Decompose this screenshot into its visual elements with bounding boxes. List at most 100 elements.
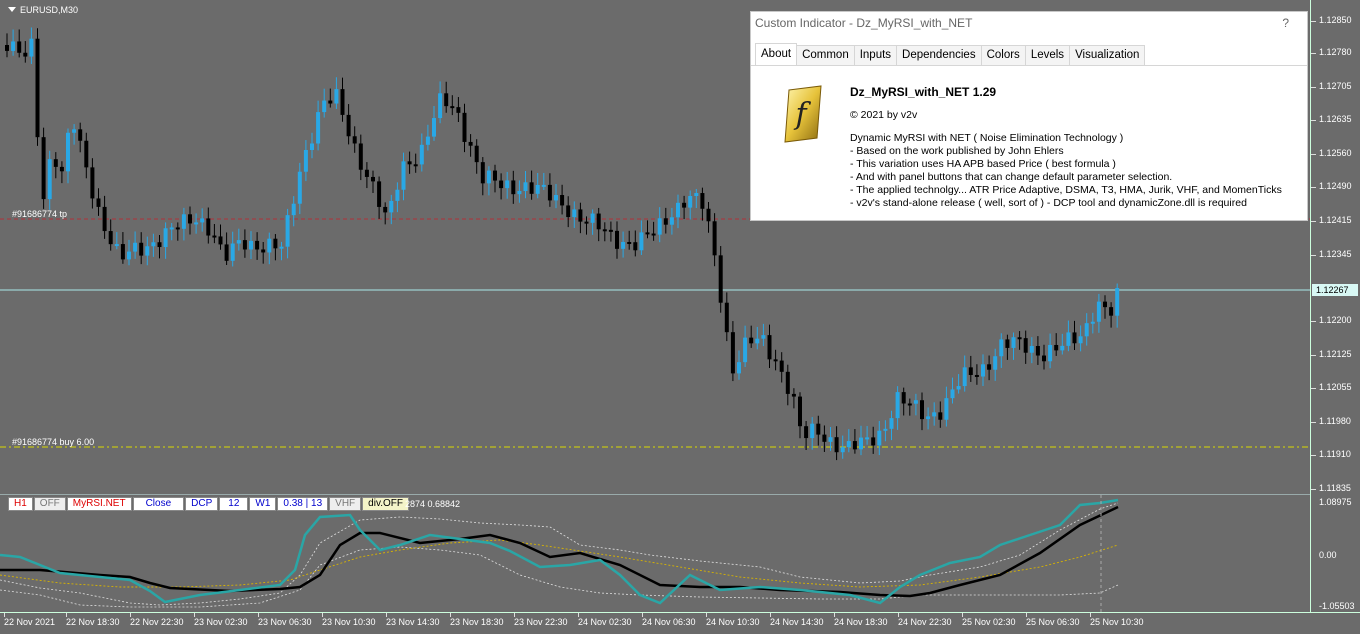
candle-body bbox=[645, 232, 650, 235]
candle-body bbox=[1023, 338, 1028, 353]
price-tick-label: 1.11835 bbox=[1319, 483, 1351, 493]
price-button[interactable]: Close bbox=[132, 497, 185, 511]
candle-body bbox=[151, 242, 156, 247]
candle-body bbox=[17, 41, 22, 53]
tab-dependencies[interactable]: Dependencies bbox=[896, 45, 982, 66]
candle-body bbox=[297, 171, 302, 204]
candle-body bbox=[212, 235, 217, 238]
dialog-title: Custom Indicator - Dz_MyRSI_with_NET bbox=[751, 12, 1307, 34]
candle-body bbox=[1011, 337, 1016, 348]
time-label: 23 Nov 02:30 bbox=[194, 617, 248, 627]
time-tick bbox=[514, 613, 515, 617]
candle-body bbox=[615, 230, 619, 249]
time-label: 23 Nov 06:30 bbox=[258, 617, 312, 627]
candle-body bbox=[932, 412, 937, 417]
candle-body bbox=[96, 198, 101, 207]
price-scale[interactable]: 1.12850 1.12780 1.12705 1.12635 1.12560 1.124… bbox=[1310, 0, 1360, 612]
candle-body bbox=[956, 386, 961, 390]
candle-body bbox=[66, 132, 70, 172]
signal-line bbox=[0, 539, 1119, 588]
time-label: 24 Nov 14:30 bbox=[770, 617, 824, 627]
candle-body bbox=[950, 389, 955, 399]
tab-colors[interactable]: Colors bbox=[980, 45, 1026, 66]
candle-body bbox=[663, 218, 668, 225]
price-tick-label: 1.12490 bbox=[1319, 181, 1352, 191]
candle-body bbox=[1035, 345, 1040, 356]
off-button[interactable]: OFF bbox=[33, 497, 66, 511]
candle-body bbox=[364, 169, 369, 177]
candle-body bbox=[834, 437, 839, 453]
period-button[interactable]: 12 bbox=[219, 497, 249, 511]
candle-body bbox=[1115, 288, 1120, 316]
indicator-subwindow[interactable] bbox=[0, 494, 1310, 613]
price-tick bbox=[1311, 120, 1316, 121]
candle-body bbox=[493, 170, 497, 181]
time-label: 24 Nov 10:30 bbox=[706, 617, 760, 627]
candle-body bbox=[90, 167, 95, 199]
candle-body bbox=[578, 209, 583, 222]
time-tick bbox=[258, 613, 259, 617]
candle-body bbox=[584, 221, 589, 224]
candle-body bbox=[895, 392, 900, 419]
indicator-name-button[interactable]: MyRSI.NET bbox=[66, 497, 132, 511]
candle-body bbox=[1005, 339, 1010, 348]
candle-body bbox=[810, 423, 815, 439]
timeframe-button[interactable]: H1 bbox=[8, 497, 33, 511]
time-axis: 22 Nov 2021 22 Nov 18:30 22 Nov 22:30 23 No… bbox=[0, 612, 1360, 634]
time-tick bbox=[706, 613, 707, 617]
candle-body bbox=[383, 206, 388, 213]
candle-body bbox=[639, 232, 644, 251]
candle-body bbox=[737, 362, 741, 374]
candle-body bbox=[913, 400, 918, 404]
candle-body bbox=[535, 184, 540, 194]
upper-band-line bbox=[0, 502, 1119, 606]
candle-body bbox=[968, 367, 973, 375]
candle-body bbox=[425, 136, 430, 145]
candle-body bbox=[877, 430, 882, 446]
candle-body bbox=[47, 159, 52, 200]
tab-common[interactable]: Common bbox=[796, 45, 855, 66]
candle-body bbox=[798, 396, 802, 427]
indicator-description: Dynamic MyRSI with NET ( Noise Eliminati… bbox=[850, 132, 1282, 209]
dropdown-triangle-icon[interactable] bbox=[8, 7, 16, 12]
candle-body bbox=[688, 196, 693, 208]
candle-body bbox=[871, 437, 876, 446]
candle-body bbox=[718, 255, 723, 303]
candle-body bbox=[316, 112, 321, 144]
candle-body bbox=[926, 416, 931, 420]
time-label: 23 Nov 10:30 bbox=[322, 617, 376, 627]
candle-body bbox=[127, 251, 131, 260]
vhf-button[interactable]: VHF bbox=[329, 497, 362, 511]
w1-button[interactable]: W1 bbox=[249, 497, 277, 511]
tab-visualization[interactable]: Visualization bbox=[1069, 45, 1146, 66]
tp-label: #91686774 tp bbox=[12, 209, 68, 219]
dialog-tabs: About Common Inputs Dependencies Colors … bbox=[755, 43, 1146, 66]
help-button[interactable]: ? bbox=[1282, 16, 1289, 30]
tab-about[interactable]: About bbox=[755, 43, 798, 66]
divergence-button[interactable]: div.OFF bbox=[362, 497, 409, 511]
indicator-lines bbox=[0, 495, 1119, 613]
candle-body bbox=[145, 246, 150, 256]
candle-body bbox=[999, 339, 1004, 357]
candle-body bbox=[1084, 323, 1089, 337]
sub-tick-label: 1.08975 bbox=[1319, 497, 1352, 507]
level-button[interactable]: 0.38 | 13 bbox=[277, 497, 329, 511]
price-tick-label: 1.12200 bbox=[1319, 315, 1352, 325]
candle-body bbox=[676, 202, 680, 218]
candle-body bbox=[249, 240, 253, 250]
dcp-button[interactable]: DCP bbox=[185, 497, 219, 511]
candle-body bbox=[511, 180, 516, 195]
time-tick bbox=[962, 613, 963, 617]
candle-body bbox=[206, 218, 211, 236]
candle-body bbox=[938, 412, 943, 420]
candle-body bbox=[627, 241, 632, 244]
candle-body bbox=[529, 182, 534, 194]
tab-levels[interactable]: Levels bbox=[1024, 45, 1071, 66]
candle-body bbox=[907, 403, 912, 406]
candle-body bbox=[468, 141, 473, 146]
candle-body bbox=[1109, 307, 1114, 316]
indicator-values: 2874 0.68842 bbox=[405, 499, 461, 509]
tab-inputs[interactable]: Inputs bbox=[853, 45, 898, 66]
net-line bbox=[0, 498, 1119, 605]
candle-body bbox=[480, 162, 485, 184]
